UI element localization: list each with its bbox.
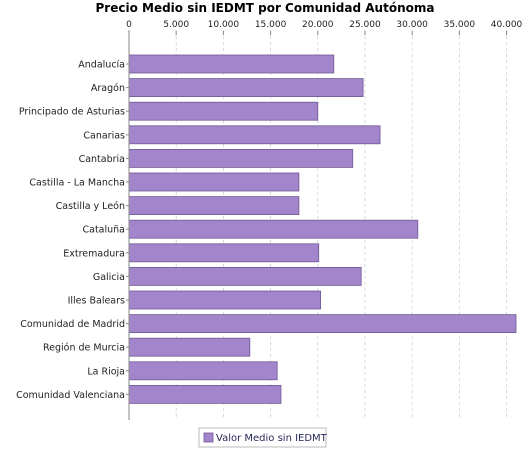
bar [128, 384, 282, 404]
category-label: Castilla y León [56, 201, 125, 212]
bar [128, 78, 364, 97]
bar [128, 148, 354, 168]
category-label: Canarias [83, 130, 125, 141]
legend-box [198, 427, 327, 448]
chart-title: Precio Medio sin IEDMT por Comunidad Aut… [96, 1, 435, 15]
x-tick-label: 15.000 [255, 20, 287, 30]
bar [128, 54, 335, 74]
category-label: Comunidad de Madrid [20, 319, 125, 330]
x-axis-ticks: 0 5.000 10.000 15.000 20.000 25.000 30.000 35.0… [126, 20, 523, 35]
bar [128, 125, 381, 145]
legend-label: Valor Medio sin IEDMT [216, 433, 328, 444]
category-label: Región de Murcia [43, 343, 125, 354]
bar [128, 243, 320, 263]
legend-swatch [203, 432, 214, 443]
x-tick-label: 0 [126, 20, 132, 30]
category-label: Galicia [93, 272, 125, 283]
category-label: Andalucía [78, 60, 125, 71]
x-tick-label: 20.000 [302, 20, 334, 30]
bar [128, 337, 251, 357]
bar [128, 266, 362, 286]
category-label: Castilla - La Mancha [29, 178, 125, 189]
bar [128, 101, 319, 121]
category-label: Principado de Asturias [19, 107, 125, 118]
category-label: Aragón [91, 83, 125, 94]
bar [128, 219, 419, 239]
x-tick-label: 30.000 [396, 20, 428, 30]
x-tick-label: 40.000 [491, 20, 523, 30]
bar [128, 314, 517, 334]
x-tick-label: 5.000 [163, 20, 189, 30]
x-tick-label: 35.000 [444, 20, 476, 30]
category-label: Illes Balears [68, 296, 125, 307]
bar [128, 172, 300, 192]
category-labels: Andalucía Aragón Principado de Asturias Can… [16, 60, 129, 401]
bar [128, 361, 278, 381]
bars [128, 54, 517, 404]
category-label: Extremadura [63, 248, 125, 259]
category-label: Cantabria [79, 154, 125, 165]
legend: Valor Medio sin IEDMT [198, 427, 328, 448]
x-tick-label: 10.000 [208, 20, 240, 30]
category-label: Cataluña [82, 225, 125, 236]
category-label: La Rioja [87, 366, 125, 377]
bar [128, 290, 322, 310]
x-tick-label: 25.000 [349, 20, 381, 30]
bar [128, 196, 300, 216]
category-label: Comunidad Valenciana [16, 390, 125, 401]
